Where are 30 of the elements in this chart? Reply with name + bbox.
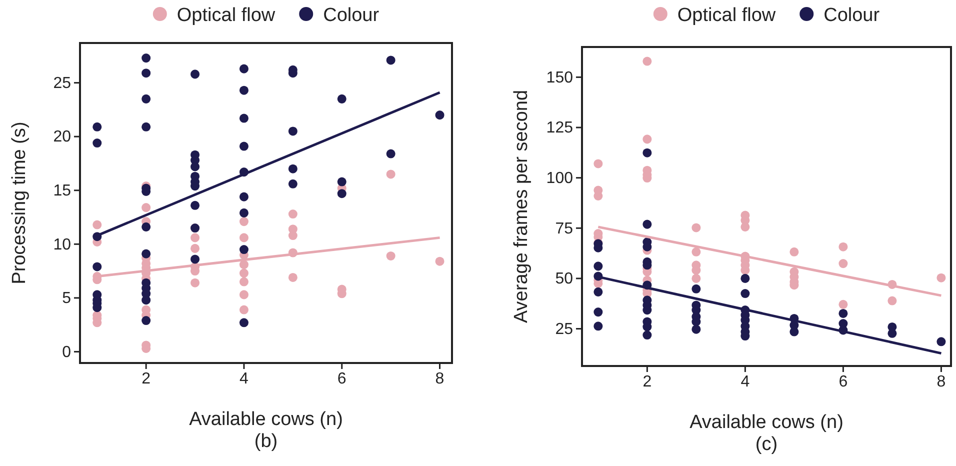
x-tick-label: 4 bbox=[740, 373, 750, 390]
x-tick-label: 8 bbox=[435, 370, 444, 388]
x-axis-title: Available cows (n) bbox=[189, 409, 343, 430]
y-tick-label: 10 bbox=[53, 236, 72, 254]
legend-label: Optical flow bbox=[176, 5, 276, 26]
y-tick-label: 25 bbox=[555, 320, 574, 338]
y-axis-title: Processing time (s) bbox=[9, 122, 30, 284]
y-tick-label: 50 bbox=[555, 270, 574, 288]
y-tick-label: 20 bbox=[53, 128, 72, 146]
y-tick-label: 5 bbox=[62, 290, 72, 308]
y-tick-label: 0 bbox=[62, 344, 72, 361]
legend-label: Optical flow bbox=[677, 5, 776, 26]
x-tick-label: 4 bbox=[240, 370, 249, 388]
x-tick-label: 2 bbox=[642, 373, 652, 390]
text: (c) bbox=[755, 434, 778, 455]
x-tick-label: 6 bbox=[337, 370, 346, 388]
y-tick-label: 125 bbox=[546, 120, 574, 137]
x-tick-label: 8 bbox=[936, 373, 946, 390]
y-axis-title: Average frames per second bbox=[511, 90, 532, 324]
x-tick-label: 2 bbox=[142, 370, 151, 388]
legend-label: Colour bbox=[824, 5, 880, 26]
y-tick-label: 100 bbox=[546, 170, 574, 187]
x-axis-title: Available cows (n) bbox=[690, 412, 844, 433]
x-tick-label: 6 bbox=[838, 373, 848, 390]
text: (b) bbox=[254, 431, 278, 452]
legend-label: Colour bbox=[323, 5, 380, 26]
y-tick-label: 25 bbox=[53, 74, 72, 92]
y-tick-label: 75 bbox=[555, 220, 574, 238]
y-tick-label: 15 bbox=[53, 182, 72, 200]
y-tick-label: 150 bbox=[546, 69, 574, 86]
